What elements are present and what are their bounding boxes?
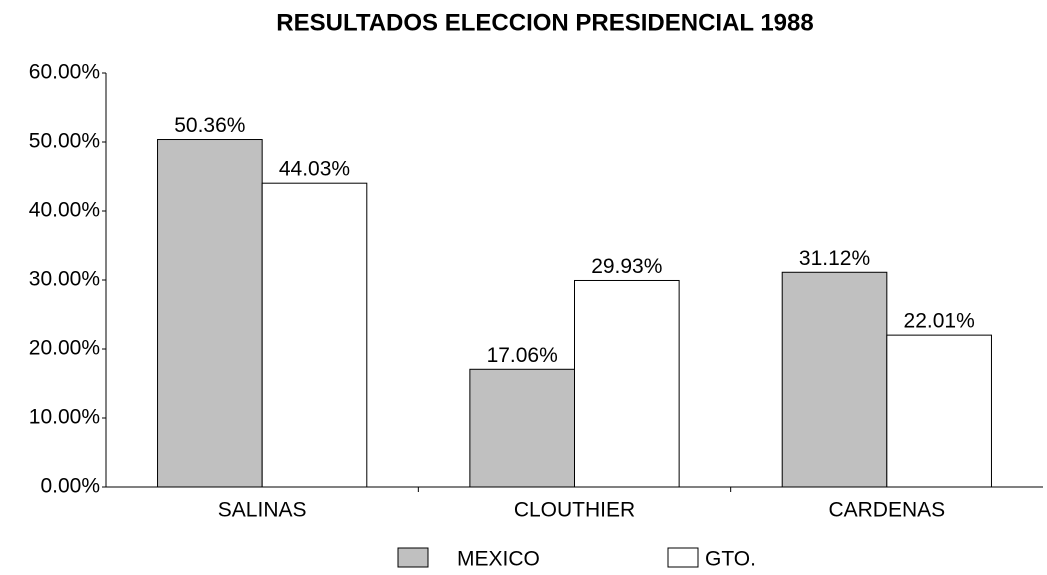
y-tick-label: 60.00% — [29, 61, 100, 84]
value-label: 22.01% — [904, 310, 975, 333]
legend-label: GTO. — [705, 548, 756, 571]
bar — [157, 139, 263, 488]
y-tick-label: 30.00% — [29, 268, 100, 291]
y-tick-label: 40.00% — [29, 199, 100, 222]
bar — [261, 182, 368, 488]
bar — [781, 271, 888, 488]
x-tick-label: CLOUTHIER — [514, 499, 635, 522]
bar — [469, 368, 576, 488]
legend-label: MEXICO — [457, 548, 540, 571]
value-label: 31.12% — [799, 247, 870, 270]
value-label: 17.06% — [487, 344, 558, 367]
legend-swatch — [397, 547, 429, 568]
bar — [574, 279, 680, 488]
value-label: 44.03% — [279, 158, 350, 181]
value-label: 50.36% — [174, 114, 245, 137]
y-tick-label: 20.00% — [29, 337, 100, 360]
x-tick-label: CARDENAS — [828, 499, 945, 522]
legend-swatch — [667, 547, 699, 568]
y-tick-label: 50.00% — [29, 130, 100, 153]
y-tick-label: 0.00% — [40, 475, 100, 498]
chart-title: RESULTADOS ELECCION PRESIDENCIAL 1988 — [276, 9, 813, 36]
x-tick-label: SALINAS — [218, 499, 307, 522]
y-tick-label: 10.00% — [29, 406, 100, 429]
value-label: 29.93% — [591, 255, 662, 278]
bar — [886, 334, 992, 488]
